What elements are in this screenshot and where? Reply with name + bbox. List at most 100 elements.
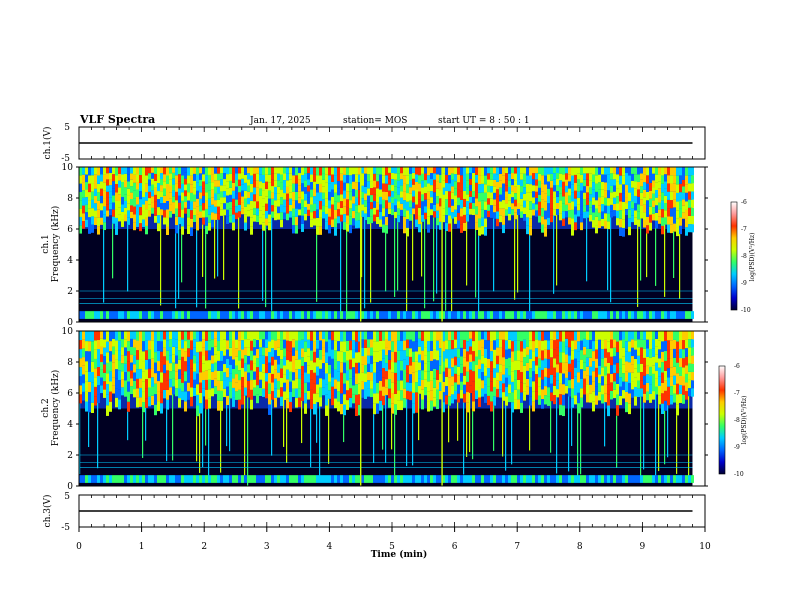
spectrogram-cell: [454, 365, 457, 374]
spectrogram-cell: [658, 349, 661, 359]
spectrogram-cell: [103, 214, 106, 223]
spectrogram-cell: [673, 199, 676, 208]
spectrogram-cell: [538, 367, 541, 378]
spectrogram-cell: [484, 209, 487, 219]
spectrogram-cell: [307, 179, 310, 186]
spectrogram-cell: [223, 185, 226, 192]
spectrogram-cell: [202, 210, 205, 218]
spectrogram-cell: [160, 203, 163, 210]
spectrogram-cell: [688, 215, 691, 225]
spectrogram-cell: [187, 192, 190, 201]
spectrogram-cell: [685, 209, 688, 219]
spectrogram-cell: [106, 167, 109, 174]
spectrogram-cell: [370, 181, 373, 189]
spectrogram-cell: [670, 224, 673, 234]
spectrogram-cell: [499, 180, 502, 188]
spectrogram-cell: [616, 362, 619, 374]
spectrogram-low-band: [577, 475, 580, 483]
spectrogram-cell: [559, 193, 562, 201]
spectrogram-cell: [316, 393, 319, 403]
spectrogram-low-band: [649, 311, 652, 319]
spectrogram-cell: [496, 372, 499, 381]
spectrogram-cell: [649, 182, 652, 191]
ch1-spectrogram-ylabel-frequency: Frequency (kHz): [50, 206, 61, 283]
spectrogram-cell: [286, 379, 289, 390]
spectrogram-cell: [226, 340, 229, 350]
spectrogram-cell: [631, 194, 634, 202]
spectrogram-cell: [157, 391, 160, 402]
spectrogram-cell: [475, 390, 478, 400]
spectrogram-cell: [643, 339, 646, 349]
spectrogram-cell: [439, 182, 442, 191]
spectrogram-cell: [379, 174, 382, 182]
spectrogram-cell: [658, 167, 661, 175]
spectrogram-low-band: [406, 311, 409, 319]
spectrogram-cell: [409, 214, 412, 221]
spectrogram-cell: [235, 212, 238, 220]
spectrogram-cell: [232, 349, 235, 360]
spectrogram-cell: [406, 175, 409, 185]
spectrogram-cell: [367, 181, 370, 189]
spectrogram-cell: [358, 383, 361, 395]
spectrogram-cell: [598, 182, 601, 190]
spectrogram-cell: [475, 365, 478, 374]
spectrogram-low-band: [220, 311, 223, 319]
spectrogram-cell: [415, 382, 418, 393]
spectrogram-cell: [322, 379, 325, 388]
spectrogram-cell: [463, 214, 466, 223]
spectrogram-cell: [556, 196, 559, 203]
spectrogram-cell: [547, 387, 550, 397]
spectrogram-cell: [550, 374, 553, 384]
spectrogram-cell: [433, 331, 436, 341]
spectrogram-cell: [406, 382, 409, 391]
spectrogram-cell: [646, 200, 649, 209]
spectrogram-cell: [316, 366, 319, 376]
spectrogram-cell: [145, 225, 148, 235]
spectrogram-cell: [568, 195, 571, 203]
spectrogram-cell: [673, 191, 676, 200]
spectrogram-cell: [565, 370, 568, 378]
spectrogram-cell: [316, 200, 319, 210]
spectrogram-cell: [181, 391, 184, 400]
spectrogram-cell: [508, 207, 511, 214]
spectrogram-cell: [433, 340, 436, 350]
spectrogram-cell: [106, 173, 109, 180]
spectrogram-cell: [427, 208, 430, 217]
spectrogram-cell: [286, 350, 289, 361]
spectrogram-streak: [517, 214, 519, 293]
spectrogram-cell: [646, 225, 649, 234]
spectrogram-cell: [535, 391, 538, 400]
spectrogram-cell: [295, 183, 298, 192]
spectrogram-cell: [313, 181, 316, 189]
ch2-colorbar-tick-8: -8: [734, 417, 740, 424]
spectrogram-cell: [337, 174, 340, 182]
spectrogram-cell: [583, 346, 586, 355]
ch1-colorbar-tick-7: -7: [741, 226, 747, 233]
spectrogram-cell: [376, 362, 379, 373]
spectrogram-cell: [589, 207, 592, 215]
spectrogram-cell: [436, 389, 439, 400]
spectrogram-low-band: [205, 311, 208, 319]
spectrogram-cell: [451, 186, 454, 193]
spectrogram-cell: [268, 182, 271, 191]
spectrogram-streak: [79, 403, 81, 475]
spectrogram-low-band: [571, 475, 574, 483]
spectrogram-streak: [556, 214, 558, 286]
spectrogram-cell: [436, 350, 439, 361]
spectrogram-low-band: [145, 475, 148, 483]
spectrogram-cell: [580, 182, 583, 191]
spectrogram-cell: [247, 204, 250, 211]
spectrogram-cell: [469, 202, 472, 209]
spectrogram-streak: [514, 219, 516, 300]
spectrogram-cell: [478, 397, 481, 407]
spectrogram-cell: [250, 226, 253, 235]
spectrogram-cell: [169, 339, 172, 348]
spectrogram-cell: [103, 222, 106, 231]
spectrogram-low-band: [376, 475, 379, 483]
spectrogram-cell: [166, 183, 169, 193]
spectrogram-cell: [688, 331, 691, 340]
spectrogram-cell: [391, 167, 394, 174]
spectrogram-cell: [637, 372, 640, 381]
spectrogram-cell: [679, 375, 682, 385]
spectrogram-cell: [259, 167, 262, 175]
